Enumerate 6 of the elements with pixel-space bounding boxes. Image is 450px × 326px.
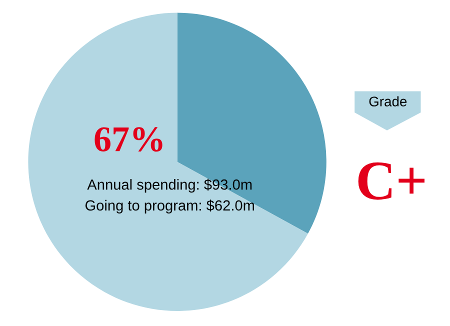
data-label: 67%: [94, 127, 162, 152]
text: Going to program: $62.0m: [85, 200, 254, 214]
text: C+: [358, 162, 424, 200]
text: Grade: [369, 96, 407, 106]
pie-slice: [28, 12, 308, 311]
text: Annual spending: $93.0m: [87, 178, 252, 193]
